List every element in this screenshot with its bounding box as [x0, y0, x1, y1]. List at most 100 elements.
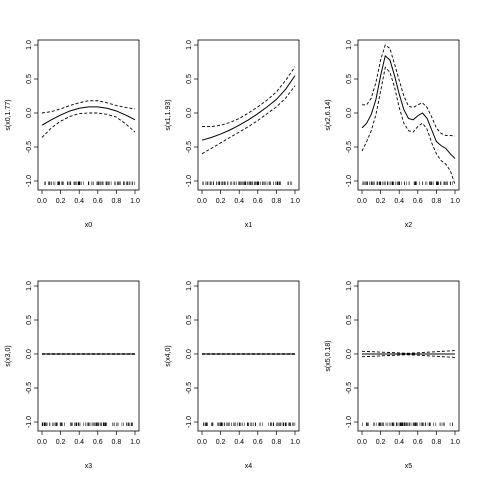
- confidence-band-line: [361, 350, 456, 354]
- x-tick-label: 0.6: [93, 198, 103, 205]
- x-tick-label: 0.6: [253, 198, 263, 205]
- x-tick-label: 0.0: [357, 439, 367, 446]
- confidence-band-line: [41, 112, 136, 138]
- plot-frame: [357, 39, 460, 191]
- y-tick-label: 0.5: [186, 74, 193, 84]
- x-tick-label: 0.6: [413, 198, 423, 205]
- y-tick-label: -1.0: [26, 175, 33, 187]
- panel-x4: 0.0 0.2 0.4 0.6 0.8 1.0 -1.0 -0.5 0.0 0.5 1.0 x4 s(x…: [165, 280, 300, 470]
- y-tick-label: 0.0: [26, 349, 33, 359]
- x-tick-label: 0.2: [56, 439, 66, 446]
- x-tick-label: 0.0: [37, 439, 47, 446]
- y-tick-label: 0.0: [346, 349, 353, 359]
- x-tick-label: 0.4: [394, 198, 404, 205]
- y-tick-label: 0.5: [346, 315, 353, 325]
- y-axis-label: s(x5,0.18): [325, 340, 332, 371]
- x-tick-label: 1.0: [450, 198, 460, 205]
- rug: [362, 181, 453, 185]
- plot-frame: [37, 280, 140, 432]
- y-tick-label: -1.0: [186, 416, 193, 428]
- y-tick-label: -0.5: [26, 141, 33, 153]
- x-tick-label: 0.6: [93, 439, 103, 446]
- y-axis-label: s(x2,6.14): [325, 99, 332, 130]
- confidence-band-line: [362, 44, 456, 137]
- confidence-band-line: [361, 354, 456, 358]
- x-tick-label: 0.8: [432, 198, 442, 205]
- y-tick-label: 1.0: [26, 281, 33, 291]
- rug: [44, 181, 136, 185]
- x-tick-label: 0.4: [74, 198, 84, 205]
- y-axis-label: s(x3,0): [5, 345, 12, 366]
- y-tick-label: -0.5: [186, 382, 193, 394]
- x-tick-label: 0.8: [272, 439, 282, 446]
- x-tick-label: 0.0: [197, 198, 207, 205]
- x-axis-label: x3: [85, 463, 93, 470]
- y-tick-label: 0.5: [26, 315, 33, 325]
- panel-x5: 0.0 0.2 0.4 0.6 0.8 1.0 -1.0 -0.5 0.0 0.5 1.0 x5 s(x…: [325, 280, 460, 470]
- rug: [361, 422, 453, 426]
- confidence-band-line: [201, 85, 296, 155]
- y-axis-label: s(x4,0): [165, 345, 172, 366]
- x-tick-label: 0.0: [357, 198, 367, 205]
- x-tick-label: 0.8: [112, 198, 122, 205]
- y-axis-label: s(x0,1.77): [5, 99, 12, 130]
- confidence-band-line: [41, 100, 136, 114]
- x-tick-label: 0.2: [376, 198, 386, 205]
- y-tick-label: 0.0: [186, 108, 193, 118]
- rug: [202, 181, 293, 185]
- y-tick-label: -1.0: [346, 175, 353, 187]
- x-tick-label: 0.8: [432, 439, 442, 446]
- smooth-estimate-line: [41, 106, 136, 126]
- x-tick-label: 0.6: [253, 439, 263, 446]
- x-axis-label: x2: [405, 222, 413, 229]
- plot-frame: [357, 280, 460, 432]
- y-tick-label: 0.0: [186, 349, 193, 359]
- x-tick-label: 1.0: [290, 439, 300, 446]
- panel-x3: 0.0 0.2 0.4 0.6 0.8 1.0 -1.0 -0.5 0.0 0.5 1.0 x3 s(x…: [5, 280, 140, 470]
- rug: [41, 422, 133, 426]
- y-tick-label: 0.0: [346, 108, 353, 118]
- y-tick-label: -1.0: [346, 416, 353, 428]
- y-tick-label: -0.5: [346, 141, 353, 153]
- y-axis-label: s(x1,1.93): [165, 99, 172, 130]
- panel-x0: 0.0 0.2 0.4 0.6 0.8 1.0 -1.0 -0.5 0.0 0.5 1.0 x0 s(x…: [5, 39, 140, 229]
- x-tick-label: 1.0: [450, 439, 460, 446]
- smooth-estimate-line: [361, 54, 456, 159]
- y-tick-label: 1.0: [26, 40, 33, 50]
- confidence-band-line: [361, 66, 456, 185]
- x-axis-label: x5: [405, 463, 413, 470]
- x-tick-label: 1.0: [130, 198, 140, 205]
- x-tick-label: 0.8: [112, 439, 122, 446]
- rug: [203, 422, 296, 426]
- smooth-estimate-line: [201, 75, 296, 141]
- x-tick-label: 0.2: [216, 198, 226, 205]
- y-tick-label: -0.5: [26, 382, 33, 394]
- panel-x1: 0.0 0.2 0.4 0.6 0.8 1.0 -1.0 -0.5 0.0 0.5 1.0 x1 s(x…: [165, 39, 300, 229]
- plot-frame: [197, 39, 300, 191]
- x-tick-label: 0.6: [413, 439, 423, 446]
- x-tick-label: 0.4: [394, 439, 404, 446]
- x-tick-label: 0.2: [56, 198, 66, 205]
- y-tick-label: -1.0: [186, 175, 193, 187]
- x-tick-label: 0.0: [197, 439, 207, 446]
- x-tick-label: 0.4: [74, 439, 84, 446]
- x-tick-label: 0.4: [234, 198, 244, 205]
- y-tick-label: 0.0: [26, 108, 33, 118]
- x-tick-label: 0.2: [376, 439, 386, 446]
- x-tick-label: 0.4: [234, 439, 244, 446]
- y-tick-label: 1.0: [346, 281, 353, 291]
- x-tick-label: 1.0: [290, 198, 300, 205]
- panel-x2: 0.0 0.2 0.4 0.6 0.8 1.0 -1.0 -0.5 0.0 0.5 1.0 x2 s(x…: [325, 39, 460, 229]
- confidence-band-line: [202, 66, 296, 128]
- y-tick-label: 1.0: [186, 40, 193, 50]
- x-axis-label: x1: [245, 222, 253, 229]
- plot-frame: [37, 39, 140, 191]
- x-axis-label: x4: [245, 463, 253, 470]
- y-tick-label: 0.5: [346, 74, 353, 84]
- y-tick-label: -0.5: [346, 382, 353, 394]
- y-tick-label: 1.0: [186, 281, 193, 291]
- plot-frame: [197, 280, 300, 432]
- x-tick-label: 0.0: [37, 198, 47, 205]
- x-axis-label: x0: [85, 222, 93, 229]
- y-tick-label: 0.5: [26, 74, 33, 84]
